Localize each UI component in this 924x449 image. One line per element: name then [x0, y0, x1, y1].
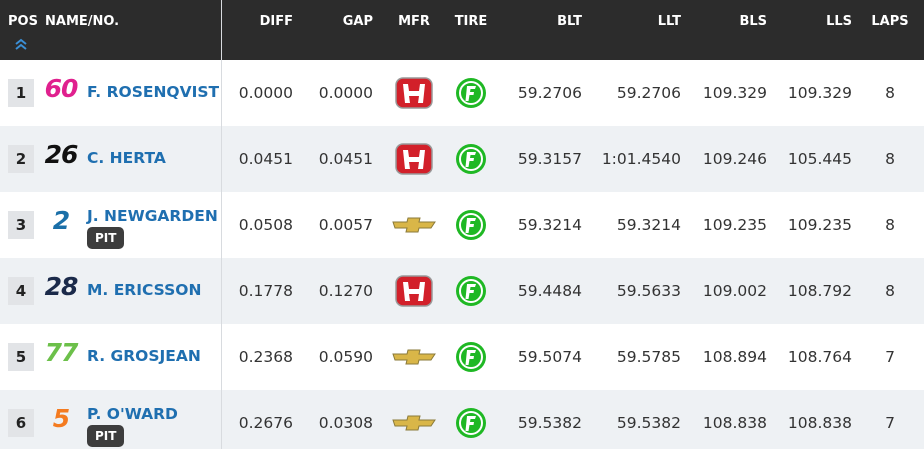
cell-gap: 0.0057: [318, 216, 373, 234]
cell-bls: 109.329: [702, 84, 767, 102]
table-row[interactable]: 2 26 C. HERTA 0.0451 0.0451 59.3157 1:01.4540 1…: [0, 126, 924, 192]
cell-laps: 7: [885, 414, 895, 432]
position: 6: [8, 409, 34, 437]
cell-laps: 8: [885, 150, 895, 168]
cell-bls: 109.246: [702, 150, 767, 168]
cell-llt: 59.5633: [616, 282, 681, 300]
cell-llt: 59.2706: [616, 84, 681, 102]
cell-lls: 108.792: [787, 282, 852, 300]
cell-llt: 59.5382: [616, 414, 681, 432]
cell-diff: 0.0000: [238, 84, 293, 102]
column-header: GAP: [342, 14, 373, 29]
cell-laps: 8: [885, 84, 895, 102]
pit-badge: PIT: [87, 227, 125, 249]
column-header: BLT: [557, 14, 582, 29]
position: 2: [8, 145, 34, 173]
cell-llt: 59.3214: [616, 216, 681, 234]
manufacturer-logo: [392, 192, 436, 258]
cell-gap: 0.0000: [318, 84, 373, 102]
cell-blt: 59.3214: [517, 216, 582, 234]
driver-name[interactable]: C. HERTA: [87, 149, 166, 167]
column-header: BLS: [739, 14, 767, 29]
tire-logo: [449, 60, 493, 126]
cell-laps: 8: [885, 282, 895, 300]
position: 5: [8, 343, 34, 371]
cell-bls: 109.002: [702, 282, 767, 300]
cell-blt: 59.3157: [517, 150, 582, 168]
table-header: [0, 0, 924, 60]
table-row[interactable]: 3 2 J. NEWGARDEN PIT 0.0508 0.0057 59.3214 59.3…: [0, 192, 924, 258]
cell-laps: 7: [885, 348, 895, 366]
cell-gap: 0.0451: [318, 150, 373, 168]
tire-logo: [449, 126, 493, 192]
tire-logo: [449, 324, 493, 390]
cell-bls: 108.894: [702, 348, 767, 366]
manufacturer-logo: [392, 126, 436, 192]
position: 3: [8, 211, 34, 239]
column-header: LLT: [657, 14, 681, 29]
cell-diff: 0.2368: [238, 348, 293, 366]
car-number: 2: [52, 206, 70, 235]
driver-name[interactable]: M. ERICSSON: [87, 281, 202, 299]
position: 4: [8, 277, 34, 305]
column-header: LLS: [826, 14, 852, 29]
table-row[interactable]: 1 60 F. ROSENQVIST 0.0000 0.0000 59.2706 59.27…: [0, 60, 924, 126]
cell-diff: 0.1778: [238, 282, 293, 300]
manufacturer-logo: [392, 60, 436, 126]
table-row[interactable]: 6 5 P. O'WARD PIT 0.2676 0.0308 59.5382 59.5382…: [0, 390, 924, 449]
table-row[interactable]: 4 28 M. ERICSSON 0.1778 0.1270 59.4484 59.5633…: [0, 258, 924, 324]
cell-gap: 0.0308: [318, 414, 373, 432]
cell-lls: 108.838: [787, 414, 852, 432]
tire-logo: [449, 258, 493, 324]
car-number: 26: [44, 140, 79, 169]
cell-gap: 0.1270: [318, 282, 373, 300]
driver-name[interactable]: F. ROSENQVIST: [87, 83, 220, 101]
cell-gap: 0.0590: [318, 348, 373, 366]
table-row[interactable]: 5 77 R. GROSJEAN 0.2368 0.0590 59.5074 59.5785…: [0, 324, 924, 390]
column-header: TIRE: [454, 14, 488, 29]
cell-blt: 59.5382: [517, 414, 582, 432]
cell-lls: 109.329: [787, 84, 852, 102]
cell-llt: 59.5785: [616, 348, 681, 366]
sort-icon[interactable]: [14, 38, 28, 50]
cell-blt: 59.5074: [517, 348, 582, 366]
column-header: POS: [8, 14, 38, 29]
tire-logo: [449, 390, 493, 449]
car-number: 28: [44, 272, 79, 301]
manufacturer-logo: [392, 390, 436, 449]
car-number: 77: [44, 338, 79, 367]
cell-lls: 105.445: [787, 150, 852, 168]
car-number: 5: [52, 404, 70, 433]
driver-name[interactable]: R. GROSJEAN: [87, 347, 201, 365]
pit-badge: PIT: [87, 425, 125, 447]
manufacturer-logo: [392, 258, 436, 324]
column-header: DIFF: [259, 14, 293, 29]
column-divider: [221, 0, 222, 449]
cell-diff: 0.0451: [238, 150, 293, 168]
driver-name[interactable]: P. O'WARD: [87, 405, 178, 423]
column-header: MFR: [398, 14, 430, 29]
cell-lls: 108.764: [787, 348, 852, 366]
position: 1: [8, 79, 34, 107]
cell-blt: 59.4484: [517, 282, 582, 300]
cell-blt: 59.2706: [517, 84, 582, 102]
cell-lls: 109.235: [787, 216, 852, 234]
column-header: NAME/NO.: [45, 14, 120, 29]
cell-laps: 8: [885, 216, 895, 234]
cell-bls: 109.235: [702, 216, 767, 234]
tire-logo: [449, 192, 493, 258]
column-header: LAPS: [871, 14, 909, 29]
cell-diff: 0.2676: [238, 414, 293, 432]
cell-llt: 1:01.4540: [601, 150, 681, 168]
cell-bls: 108.838: [702, 414, 767, 432]
driver-name[interactable]: J. NEWGARDEN: [87, 207, 218, 225]
manufacturer-logo: [392, 324, 436, 390]
cell-diff: 0.0508: [238, 216, 293, 234]
car-number: 60: [44, 74, 79, 103]
